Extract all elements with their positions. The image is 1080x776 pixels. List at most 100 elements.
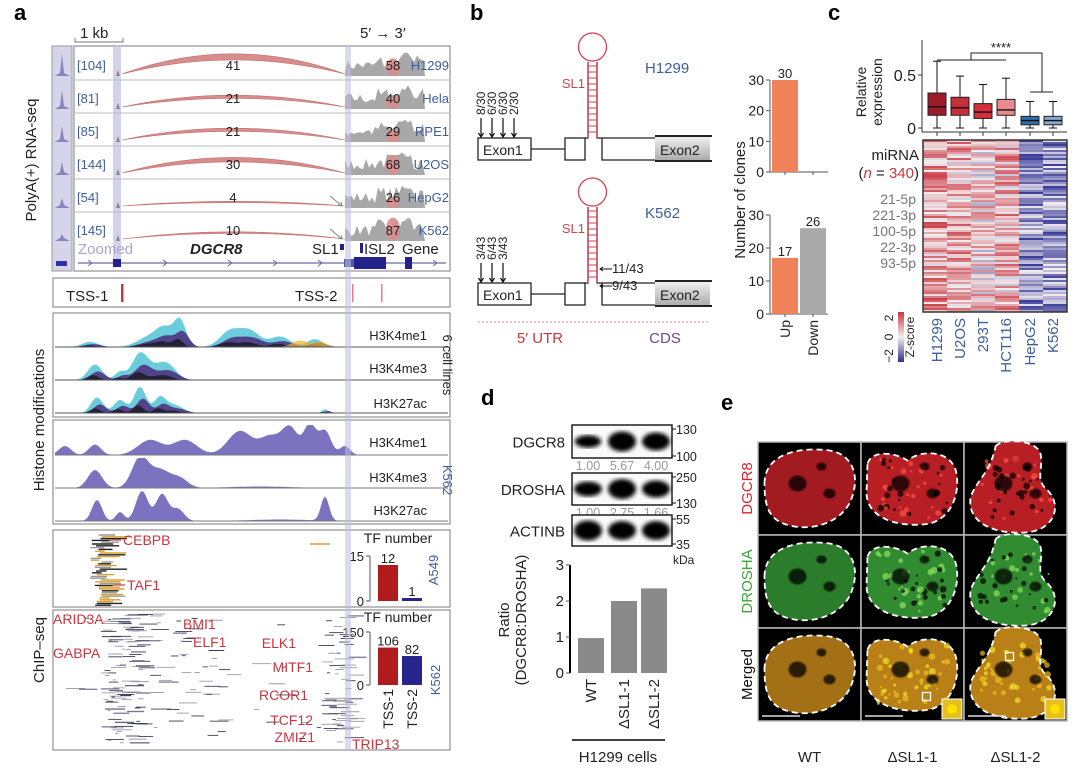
heatmap-cell [995,298,1020,301]
heatmap-cell [947,166,972,169]
heatmap-cell [971,246,996,249]
speckle [1014,567,1020,573]
histone-mark-label: H3K4me3 [369,361,427,376]
heatmap-cell [947,198,972,201]
heatmap-cell [1043,254,1068,257]
speckle [1012,456,1019,462]
heatmap-cell [947,148,972,151]
bar-value-label: 106 [377,634,399,649]
box [973,84,993,136]
speckle [880,692,884,696]
junction-count: 29 [386,124,400,139]
protein-label: ACTINB [510,524,565,541]
heatmap-cell [1043,200,1068,203]
heatmap-cell [995,188,1020,191]
junction-count: 30 [226,157,240,172]
bar [578,638,604,673]
tss-arrow-icon [510,118,518,139]
heatmap-cell [1043,168,1068,171]
bar-value-label: 26 [806,214,820,229]
speckle [888,664,893,669]
junction-count: 4 [229,190,236,205]
heatmap-cell [1043,192,1068,195]
coverage [345,52,425,76]
heatmap-cell [923,246,948,249]
heatmap-cell [1043,186,1068,189]
read-range: [145] [77,223,106,238]
heatmap-cell [947,158,972,161]
heatmap-cell [1043,238,1068,241]
heatmap-cell [923,180,948,183]
panel-label-e: e [721,390,733,415]
heatmap-cell [995,172,1020,175]
coverage [345,119,425,142]
exon-mark [354,257,386,269]
speckle [979,675,986,683]
heatmap-cell [971,142,996,145]
heatmap-cell [947,252,972,255]
tss1-label: TSS-1 [66,288,109,305]
nucleus [763,634,856,715]
tss2-label: TSS-2 [295,288,338,305]
heatmap-cell [995,176,1020,179]
heatmap-cell [947,254,972,257]
heatmap-cell [1019,196,1044,199]
heatmap-cell [1043,304,1068,307]
heatmap-cell [1043,212,1068,215]
cell-line-label: K562 [645,205,680,222]
band-quantification: 1.00 [576,459,600,473]
read-range: [54] [77,190,99,205]
speckle [892,507,896,511]
heatmap-cell [995,194,1020,197]
heatmap-cell [1043,202,1068,205]
blot-band [642,432,670,451]
chip-ylabel: ChIP–seq [31,617,48,683]
condition-label: ΔSL1-2 [990,749,1040,766]
speckle [934,550,941,557]
speckle [1014,684,1020,690]
heatmap-cell [995,280,1020,283]
speckle [900,468,907,474]
tss-arrow-icon [599,283,612,289]
mirna-name: 93-5p [880,255,916,271]
heatmap-cell [947,172,972,175]
speckle [990,560,996,566]
speckle [1022,489,1028,495]
x-tick-label: Up [777,320,793,338]
heatmap-cell [923,248,948,251]
heatmap-cell [971,228,996,231]
heatmap-cell [1019,172,1044,175]
heatmap-cell [1019,252,1044,255]
heatmap-cell [971,254,996,257]
heatmap-cell [923,302,948,305]
nucleolus [1029,581,1042,592]
strand-arrow-icon [87,259,93,267]
speckle [898,498,901,502]
speckle [899,644,905,650]
speckle [883,506,888,511]
heatmap-cell [971,234,996,237]
heatmap-cell [923,208,948,211]
heatmap-cell [995,262,1020,265]
speckle [904,507,909,512]
heatmap-cell [923,292,948,295]
bar [772,80,798,172]
heatmap-cell [947,230,972,233]
speckle [1021,580,1027,586]
heatmap-cell [923,196,948,199]
nucleus-signal [866,546,958,618]
heatmap-cell [947,258,972,261]
heatmap-cell [947,184,972,187]
heatmap-cell [1019,144,1044,147]
speckle [1044,606,1051,613]
speckle [898,558,904,564]
panel-c: c Relative expression 0 0.5 **** H1299 U2OS… [828,0,1068,373]
speckle [988,646,996,654]
strand-arrow-icon [432,259,438,267]
histone-mark-label: H3K27ac [374,503,428,518]
heatmap-column-label: HepG2 [1022,318,1039,366]
heatmap-cell [1043,142,1068,145]
speckle [914,685,919,690]
sl1-highlight-band [345,46,351,750]
